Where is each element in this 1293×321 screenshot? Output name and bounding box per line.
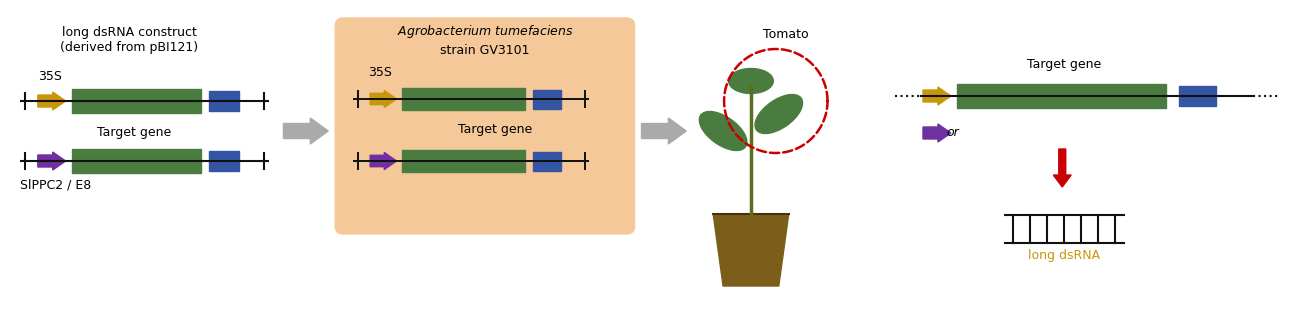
FancyBboxPatch shape xyxy=(71,149,200,173)
FancyArrow shape xyxy=(283,118,328,144)
FancyBboxPatch shape xyxy=(1179,86,1217,106)
Text: or: or xyxy=(946,126,959,140)
Text: Target gene: Target gene xyxy=(1027,58,1102,71)
FancyArrow shape xyxy=(641,118,687,144)
FancyArrow shape xyxy=(37,92,66,110)
Text: Target gene: Target gene xyxy=(97,126,172,139)
Text: long dsRNA: long dsRNA xyxy=(1028,249,1100,262)
FancyBboxPatch shape xyxy=(402,88,525,110)
Ellipse shape xyxy=(728,68,773,93)
FancyBboxPatch shape xyxy=(209,91,239,111)
FancyArrow shape xyxy=(37,152,66,170)
FancyBboxPatch shape xyxy=(533,90,561,108)
FancyArrow shape xyxy=(923,124,950,142)
Text: Tomato: Tomato xyxy=(763,28,808,41)
FancyBboxPatch shape xyxy=(957,84,1166,108)
FancyBboxPatch shape xyxy=(335,18,635,234)
FancyBboxPatch shape xyxy=(71,89,200,113)
FancyArrow shape xyxy=(370,152,397,169)
FancyArrow shape xyxy=(370,91,397,108)
FancyBboxPatch shape xyxy=(533,152,561,170)
Ellipse shape xyxy=(755,94,803,134)
Text: Target gene: Target gene xyxy=(458,123,533,136)
Text: $\it{Agrobacterium\ tumefaciens}$
strain GV3101: $\it{Agrobacterium\ tumefaciens}$ strain… xyxy=(397,23,573,57)
Text: 35S: 35S xyxy=(369,66,392,79)
Ellipse shape xyxy=(700,111,747,151)
FancyBboxPatch shape xyxy=(209,151,239,171)
Polygon shape xyxy=(714,214,789,286)
Text: SlPPC2 / E8: SlPPC2 / E8 xyxy=(19,179,91,192)
Text: long dsRNA construct
(derived from pBI121): long dsRNA construct (derived from pBI12… xyxy=(61,26,198,54)
Text: 35S: 35S xyxy=(37,70,62,83)
FancyBboxPatch shape xyxy=(402,150,525,172)
FancyArrow shape xyxy=(1054,149,1071,187)
FancyArrow shape xyxy=(923,87,950,105)
